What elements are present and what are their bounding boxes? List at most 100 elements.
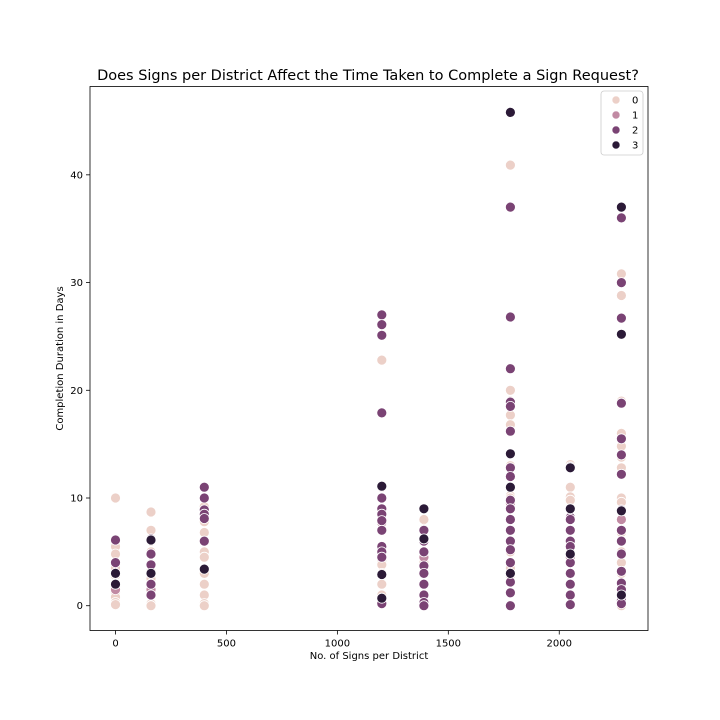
data-point-series-2: [418, 578, 430, 590]
data-point-series-3: [564, 503, 576, 515]
legend-label-1: 1: [632, 111, 638, 122]
data-point-series-2: [504, 201, 516, 213]
x-axis-label: No. of Signs per District: [310, 651, 429, 662]
data-point-series-2: [616, 449, 627, 461]
data-point-series-2: [376, 319, 388, 331]
data-point-series-2: [504, 425, 516, 437]
data-point-series-0: [198, 551, 210, 563]
legend-marker-0: [611, 95, 621, 105]
data-point-series-2: [504, 544, 516, 556]
legend-marker-3: [611, 140, 621, 150]
y-axis-label: Completion Duration in Days: [55, 286, 66, 430]
legend-label-0: 0: [632, 96, 638, 107]
data-point-series-2: [504, 471, 516, 482]
data-point-series-2: [376, 309, 388, 321]
data-point-series-0: [110, 599, 121, 610]
data-points-layer: [110, 107, 627, 612]
data-point-series-3: [504, 448, 516, 460]
data-point-series-2: [616, 535, 627, 547]
data-point-series-3: [376, 480, 388, 492]
data-point-series-3: [504, 481, 516, 493]
data-point-series-0: [418, 514, 430, 525]
data-point-series-0: [145, 600, 157, 612]
data-point-series-2: [616, 548, 627, 560]
data-point-series-3: [110, 568, 121, 579]
data-point-series-2: [198, 513, 210, 524]
data-point-series-2: [504, 557, 516, 568]
data-point-series-0: [376, 354, 388, 366]
data-point-series-0: [110, 492, 121, 504]
chart-title: Does Signs per District Affect the Time …: [97, 68, 639, 84]
data-point-series-2: [616, 565, 627, 577]
legend-label-3: 3: [632, 141, 638, 152]
data-point-series-3: [145, 534, 157, 546]
x-axis-ticks: 0 500 1000 1500 2000: [112, 630, 572, 650]
legend-marker-1: [611, 110, 621, 120]
data-point-series-2: [564, 568, 576, 579]
data-point-series-2: [110, 534, 121, 546]
data-point-series-0: [504, 384, 516, 396]
data-point-series-2: [564, 599, 576, 610]
data-point-series-2: [616, 312, 627, 324]
data-point-series-2: [616, 397, 627, 409]
data-point-series-2: [145, 578, 157, 590]
data-point-series-0: [564, 481, 576, 493]
legend-marker-2: [611, 125, 621, 135]
data-point-series-2: [376, 407, 388, 419]
data-point-series-3: [110, 578, 121, 590]
data-point-series-2: [418, 568, 430, 579]
x-tick-label: 0: [112, 639, 118, 650]
data-point-series-3: [616, 201, 627, 213]
data-point-series-2: [504, 503, 516, 515]
y-tick-label: 30: [70, 278, 83, 289]
data-point-series-3: [564, 548, 576, 560]
data-point-series-2: [376, 551, 388, 563]
data-point-series-2: [564, 524, 576, 536]
data-point-series-2: [504, 311, 516, 323]
data-point-series-0: [198, 600, 210, 612]
x-tick-label: 500: [217, 639, 236, 650]
x-tick-label: 1000: [325, 639, 350, 650]
data-point-series-2: [418, 600, 430, 612]
y-tick-label: 20: [70, 386, 83, 397]
legend-label-2: 2: [632, 126, 638, 137]
data-point-series-3: [504, 107, 516, 118]
data-point-series-2: [616, 524, 627, 536]
data-point-series-2: [504, 587, 516, 599]
data-point-series-3: [616, 589, 627, 601]
data-point-series-2: [110, 557, 121, 568]
y-axis-ticks: 0 10 20 30 40: [70, 170, 90, 612]
data-point-series-2: [145, 589, 157, 601]
data-point-series-3: [198, 563, 210, 575]
data-point-series-3: [616, 328, 627, 340]
data-point-series-2: [504, 514, 516, 525]
y-tick-label: 10: [70, 494, 83, 505]
data-point-series-3: [376, 569, 388, 580]
data-point-series-3: [145, 568, 157, 579]
x-tick-label: 2000: [547, 639, 572, 650]
data-point-series-3: [418, 533, 430, 545]
data-point-series-2: [376, 492, 388, 504]
data-point-series-2: [198, 492, 210, 504]
data-point-series-0: [376, 578, 388, 590]
data-point-series-2: [504, 524, 516, 536]
data-point-series-0: [145, 506, 157, 518]
data-point-series-3: [418, 503, 430, 515]
data-point-series-3: [616, 505, 627, 517]
data-point-series-2: [376, 524, 388, 536]
y-tick-label: 40: [70, 170, 83, 181]
data-point-series-2: [198, 481, 210, 493]
data-point-series-2: [564, 589, 576, 601]
data-point-series-2: [504, 363, 516, 375]
data-point-series-2: [376, 329, 388, 341]
data-point-series-2: [564, 578, 576, 590]
plot-area: [90, 86, 648, 631]
x-tick-label: 1500: [436, 639, 461, 650]
data-point-series-2: [616, 212, 627, 224]
legend-box: [600, 90, 644, 156]
data-point-series-2: [616, 433, 627, 445]
y-tick-label: 0: [77, 601, 83, 612]
data-point-series-2: [616, 277, 627, 289]
data-point-series-0: [616, 290, 627, 301]
